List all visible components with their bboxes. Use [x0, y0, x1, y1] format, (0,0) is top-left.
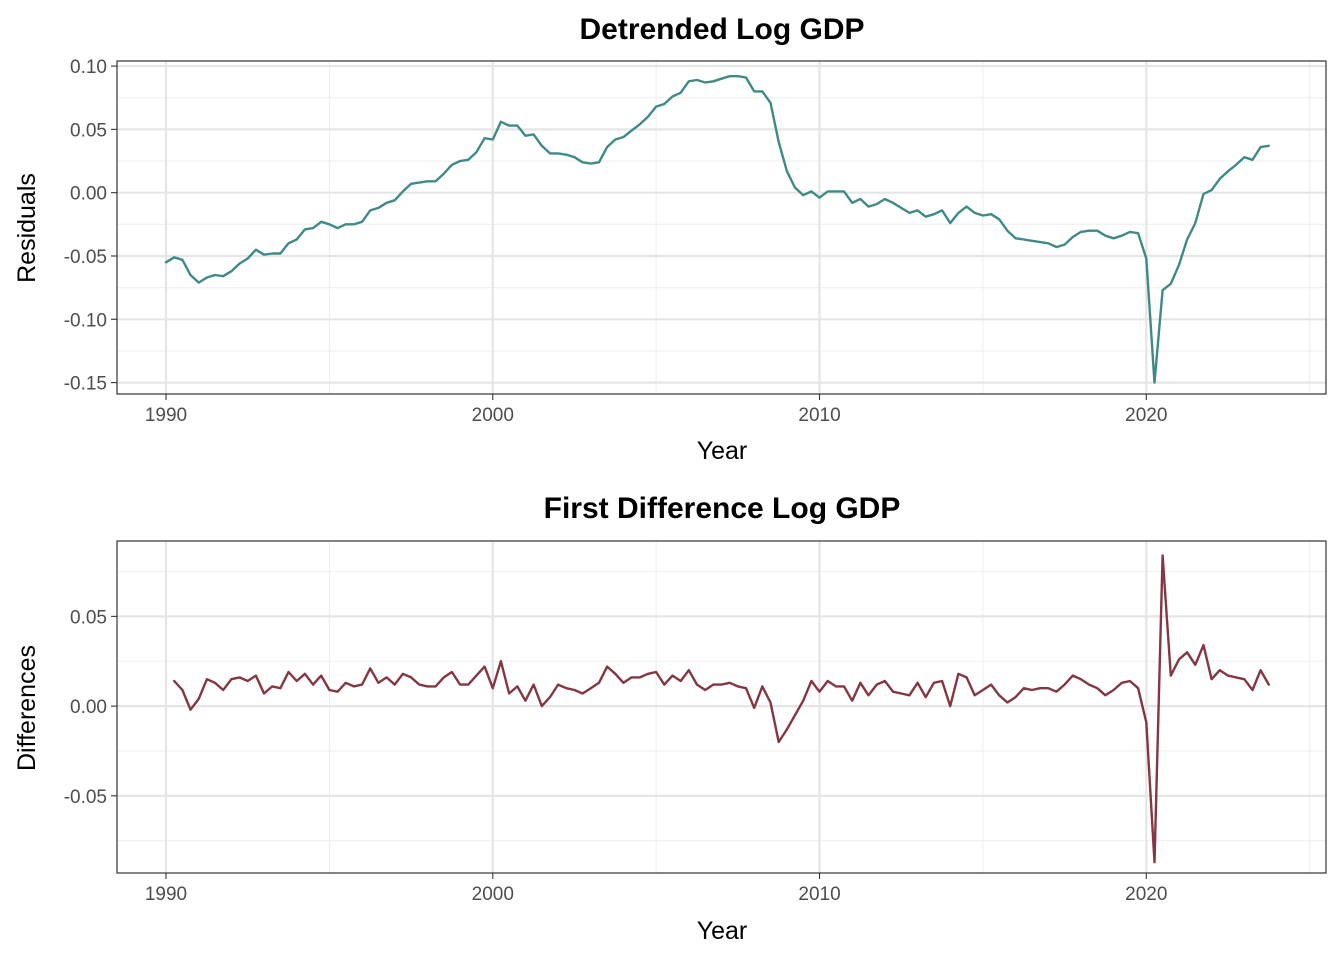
- ticks-first-difference: 1990 2000 2010 2020 -0.05 0.00 0.05: [64, 607, 1168, 905]
- y-tick-label: 0.00: [70, 184, 107, 205]
- y-tick-label: 0.05: [70, 607, 107, 628]
- x-tick-label: 2000: [472, 405, 514, 426]
- y-axis-title-detrended: Residuals: [13, 173, 41, 283]
- y-tick-label: 0.05: [70, 120, 107, 141]
- chart-panel-first-difference: First Difference Log GDP 1990 2000 2010 202…: [13, 492, 1327, 945]
- y-axis-title-first-difference: Differences: [13, 645, 41, 771]
- y-tick-label: -0.05: [64, 247, 107, 268]
- x-tick-label: 1990: [145, 884, 187, 905]
- y-tick-label: -0.15: [64, 374, 107, 395]
- panel-border-detrended: [116, 60, 1327, 395]
- x-tick-label: 2020: [1125, 405, 1167, 426]
- chart-title-first-difference: First Difference Log GDP: [544, 492, 901, 525]
- y-tick-label: -0.05: [64, 787, 107, 808]
- x-tick-label: 2020: [1125, 884, 1167, 905]
- y-tick-label: 0.10: [70, 57, 107, 78]
- chart-title-detrended: Detrended Log GDP: [579, 13, 864, 46]
- x-axis-title-first-difference: Year: [697, 917, 748, 945]
- chart-panel-detrended: Detrended Log GDP 1990 2000 2010 2020 -0.15 -…: [13, 13, 1327, 465]
- ticks-detrended: 1990 2000 2010 2020 -0.15 -0.10 -0.05 0.00 0.05 0…: [64, 57, 1168, 426]
- y-tick-label: 0.00: [70, 697, 107, 718]
- x-axis-title-detrended: Year: [697, 437, 748, 465]
- x-tick-label: 1990: [145, 405, 187, 426]
- line-group-detrended: [164, 74, 1271, 384]
- x-tick-label: 2000: [472, 884, 514, 905]
- grid-first-difference: [117, 541, 1326, 873]
- x-tick-label: 2010: [798, 405, 840, 426]
- y-tick-label: -0.10: [64, 310, 107, 331]
- series-line-detrended: [164, 74, 1271, 384]
- x-tick-label: 2010: [798, 884, 840, 905]
- line-group-first-difference: [172, 554, 1271, 864]
- grid-detrended: [117, 61, 1326, 394]
- series-line-first-difference: [172, 554, 1271, 864]
- panel-border-first-difference: [116, 540, 1327, 874]
